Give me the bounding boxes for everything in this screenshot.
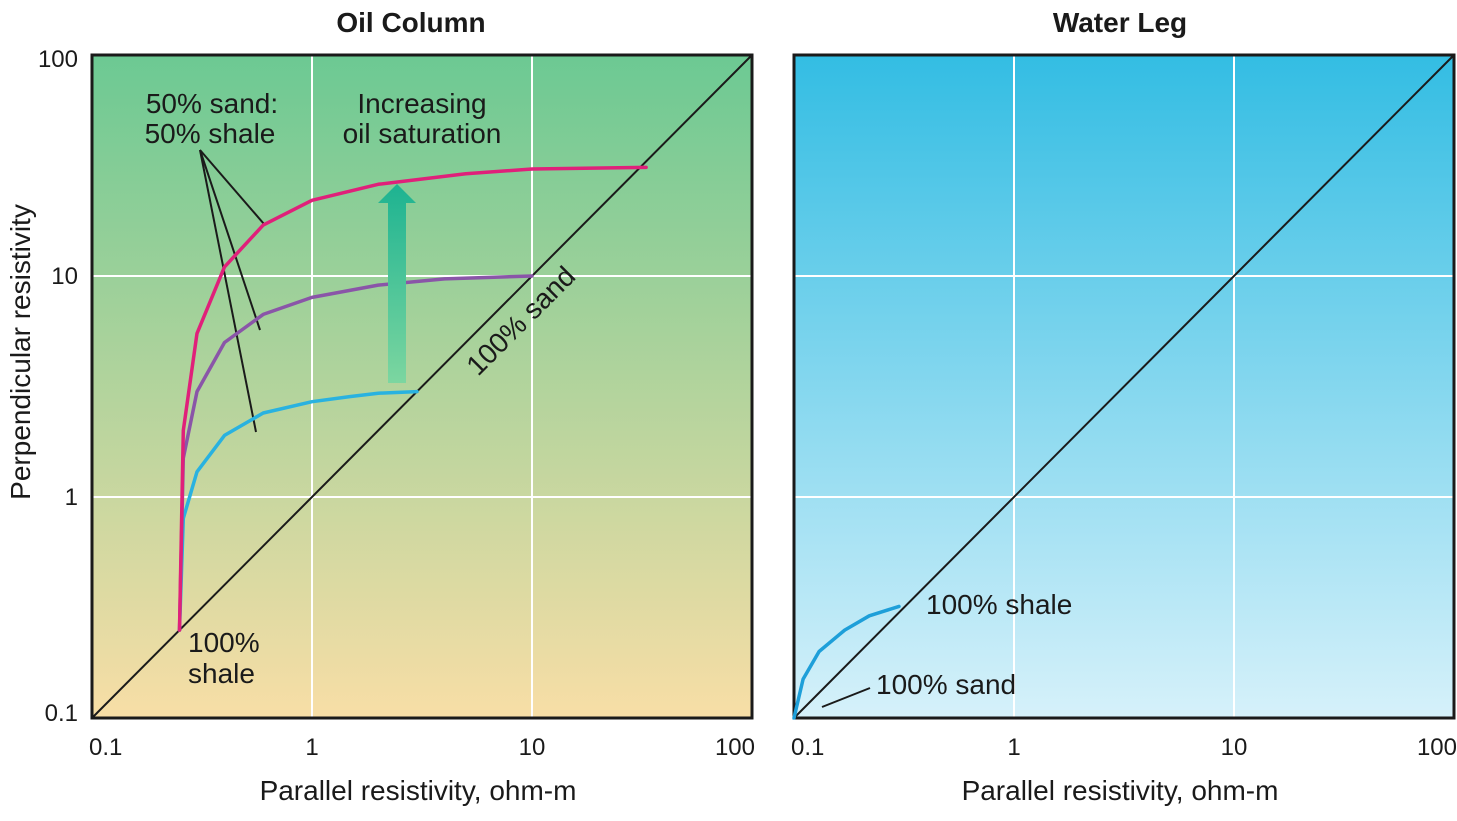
x-tick-label: 0.1 (791, 734, 824, 761)
increasing-saturation-arrow (378, 184, 416, 383)
x-tick-label: 0.1 (89, 734, 122, 761)
series-curve (177, 274, 534, 632)
y-tick-label: 0.1 (45, 700, 78, 727)
water-series-group (792, 604, 901, 720)
oil-column-panel: Oil Column 50% sand: 50% shale Increasin… (5, 7, 755, 806)
x-tick-label: 1 (305, 734, 318, 761)
mix-leader-line (199, 149, 257, 433)
x-tick-label: 100 (715, 734, 755, 761)
water-leg-panel: Water Leg 100% shale 100% sand 0.1 1 10 100… (791, 7, 1457, 806)
series-curve (792, 604, 901, 720)
x-tick-label: 1 (1007, 734, 1020, 761)
saturation-label-line-1: Increasing (357, 88, 486, 119)
mix-leader-line (199, 149, 261, 331)
y-tick-label: 1 (65, 484, 78, 511)
shale-label-line-1: 100% (188, 627, 260, 658)
water-sand-label: 100% sand (876, 669, 1016, 700)
water-100-sand-line (793, 54, 1455, 719)
x-tick-label: 100 (1417, 734, 1457, 761)
oil-plot-frame (90, 53, 754, 720)
water-leg-title: Water Leg (1053, 7, 1187, 38)
oil-y-ticks: 0.1 1 10 100 (38, 46, 78, 727)
water-x-axis-label: Parallel resistivity, ohm-m (962, 775, 1279, 806)
water-shale-label: 100% shale (926, 589, 1072, 620)
saturation-label-line-2: oil saturation (343, 118, 502, 149)
oil-series-group (177, 165, 648, 632)
oil-column-title: Oil Column (336, 7, 485, 38)
x-tick-label: 10 (519, 734, 546, 761)
oil-100-sand-line (91, 54, 753, 719)
shale-label-line-2: shale (188, 658, 255, 689)
oil-x-ticks: 0.1 1 10 100 (89, 734, 755, 761)
mix-label-line-2: 50% shale (145, 118, 276, 149)
y-axis-label: Perpendicular resistivity (5, 204, 36, 500)
series-curve (177, 389, 419, 632)
oil-x-axis-label: Parallel resistivity, ohm-m (260, 775, 577, 806)
water-plot-frame (792, 53, 1456, 720)
y-tick-label: 100 (38, 46, 78, 73)
mix-label-line-1: 50% sand: (146, 88, 278, 119)
series-curve (177, 165, 648, 632)
y-tick-label: 10 (51, 263, 78, 290)
water-x-ticks: 0.1 1 10 100 (791, 734, 1457, 761)
water-sand-leader-line (821, 687, 871, 708)
x-tick-label: 10 (1221, 734, 1248, 761)
mix-leader-line (199, 149, 265, 225)
